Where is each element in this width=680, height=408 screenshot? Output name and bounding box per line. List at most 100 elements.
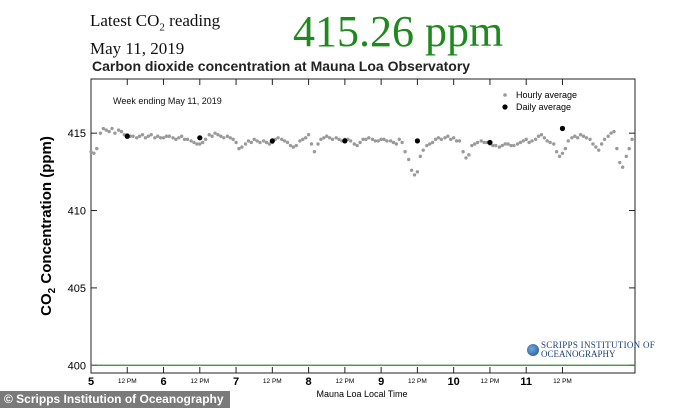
hourly-point xyxy=(107,129,111,134)
hourly-point xyxy=(98,131,103,135)
hourly-point xyxy=(216,133,220,137)
legend-daily-label: Daily average xyxy=(516,102,571,112)
plot-frame xyxy=(90,78,636,374)
hourly-point xyxy=(143,136,148,140)
hourly-point xyxy=(554,150,559,154)
y-tick-label: 400 xyxy=(68,360,86,372)
hourly-point xyxy=(195,142,199,146)
hourly-point xyxy=(330,137,335,142)
hourly-point xyxy=(207,133,211,137)
x-tick-label: 8 xyxy=(306,376,312,388)
hourly-point xyxy=(373,139,378,143)
hourly-point xyxy=(327,136,332,140)
hourly-point xyxy=(473,142,477,146)
hourly-point xyxy=(497,145,502,149)
legend-daily-marker xyxy=(502,104,508,110)
hourly-point xyxy=(322,136,326,140)
hourly-point xyxy=(185,137,190,142)
hourly-point xyxy=(446,134,450,138)
hourly-point xyxy=(361,137,365,142)
hourly-point xyxy=(425,143,429,148)
hourly-average-series xyxy=(89,126,634,177)
hourly-point xyxy=(509,143,513,148)
hourly-point xyxy=(602,137,607,142)
hourly-point xyxy=(385,139,389,143)
hourly-point xyxy=(457,139,462,143)
hourly-point xyxy=(119,129,124,134)
hourly-point xyxy=(467,153,471,157)
hourly-point xyxy=(491,143,495,148)
hourly-point xyxy=(228,136,232,140)
co2-reading-value: 415.26 ppm xyxy=(293,7,504,56)
hourly-point xyxy=(591,142,595,146)
hourly-point xyxy=(470,143,474,148)
hourly-point xyxy=(563,146,568,151)
hourly-point xyxy=(451,136,456,140)
hourly-point xyxy=(570,136,574,140)
hourly-point xyxy=(131,134,135,138)
daily-point xyxy=(487,139,493,146)
hourly-point xyxy=(92,151,96,155)
hourly-point xyxy=(264,140,269,145)
hourly-point xyxy=(291,145,296,149)
hourly-point xyxy=(415,170,420,174)
daily-average-series xyxy=(124,125,566,146)
hourly-point xyxy=(382,137,386,142)
hourly-point xyxy=(306,133,311,137)
logo-line2: OCEANOGRAPHY xyxy=(541,349,616,359)
x-tick-label: 9 xyxy=(378,376,384,388)
hourly-point xyxy=(334,136,338,140)
hourly-point xyxy=(255,139,259,143)
hourly-point xyxy=(222,136,226,140)
hourly-point xyxy=(225,134,230,138)
hourly-point xyxy=(557,154,562,159)
x-tick-label: 12 PM xyxy=(335,378,354,385)
hourly-point xyxy=(506,142,510,146)
hourly-point xyxy=(179,134,184,138)
hourly-point xyxy=(609,131,613,135)
hourly-point xyxy=(464,156,468,160)
y-axis-label: CO2 Concentration (ppm) xyxy=(38,136,58,316)
hourly-point xyxy=(584,136,589,140)
hourly-point xyxy=(113,131,117,135)
image-credit: © Scripps Institution of Oceanography xyxy=(0,391,230,408)
daily-point xyxy=(559,125,566,132)
hourly-point xyxy=(521,139,525,143)
hourly-point xyxy=(443,136,447,140)
hourly-point xyxy=(267,142,272,146)
hourly-point xyxy=(309,142,314,146)
hourly-point xyxy=(177,136,181,140)
hourly-point xyxy=(167,134,172,138)
hourly-point xyxy=(581,134,586,138)
hourly-point xyxy=(137,134,142,138)
hourly-point xyxy=(439,137,444,142)
hourly-point xyxy=(624,154,628,159)
y-tick-label: 410 xyxy=(68,206,86,218)
hourly-point xyxy=(285,140,290,145)
hourly-point xyxy=(348,139,353,143)
hourly-point xyxy=(280,137,284,142)
hourly-point xyxy=(282,139,287,143)
hourly-point xyxy=(294,143,298,148)
week-annotation: Week ending May 11, 2019 xyxy=(113,96,222,106)
hourly-point xyxy=(288,143,293,148)
hourly-point xyxy=(140,133,145,137)
hourly-point xyxy=(428,142,432,146)
hourly-point xyxy=(146,134,151,138)
hourly-point xyxy=(174,137,178,142)
hourly-point xyxy=(560,151,565,155)
daily-point xyxy=(124,133,130,139)
hourly-point xyxy=(156,134,160,138)
hourly-point xyxy=(171,136,175,140)
hourly-point xyxy=(566,139,570,143)
hourly-point xyxy=(524,137,528,142)
daily-point xyxy=(342,138,348,144)
legend-hourly-marker xyxy=(503,93,507,97)
hourly-point xyxy=(364,137,368,142)
hourly-point xyxy=(367,136,371,140)
hourly-point xyxy=(627,146,631,151)
hourly-point xyxy=(394,142,399,146)
x-tick-label: 6 xyxy=(160,376,166,388)
hourly-point xyxy=(545,139,549,143)
